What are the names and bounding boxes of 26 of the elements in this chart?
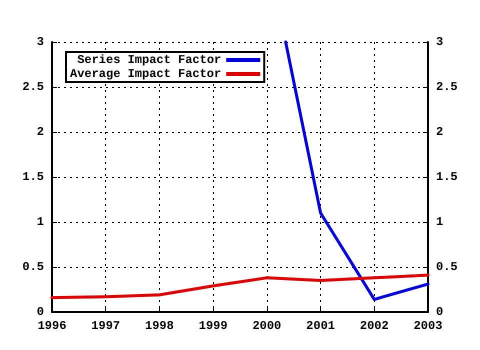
y-tick-label: 3 <box>36 35 44 49</box>
y2-tick-label: 2 <box>436 125 444 139</box>
y2-tick-label: 2.5 <box>436 80 458 94</box>
x-tick-label: 2001 <box>306 319 335 333</box>
x-tick-label: 2003 <box>414 319 442 333</box>
line-series <box>50 274 430 300</box>
line-series <box>284 40 430 301</box>
y2-tick-label: 0.5 <box>436 260 458 274</box>
x-tick-label: 2002 <box>360 319 389 333</box>
y-tick-label: 1.5 <box>22 170 44 184</box>
y-tick-label: 0 <box>36 305 44 319</box>
x-tick-label: 1996 <box>38 319 66 333</box>
legend-label: Series Impact Factor <box>77 53 222 67</box>
y-tick-label: 2.5 <box>22 80 44 94</box>
legend-label: Average Impact Factor <box>70 67 222 81</box>
y-tick-label: 2 <box>36 125 44 139</box>
y-tick-label: 1 <box>36 215 44 229</box>
x-tick-label: 2000 <box>252 319 282 333</box>
x-tick-label: 1998 <box>145 319 174 333</box>
y-tick-label: 0.5 <box>22 260 44 274</box>
x-tick-label: 1997 <box>91 319 120 333</box>
y2-tick-label: 1 <box>436 215 444 229</box>
y2-tick-label: 0 <box>436 305 444 319</box>
y2-tick-label: 1.5 <box>436 170 458 184</box>
y2-tick-label: 3 <box>436 35 444 49</box>
x-tick-label: 1999 <box>198 319 228 333</box>
